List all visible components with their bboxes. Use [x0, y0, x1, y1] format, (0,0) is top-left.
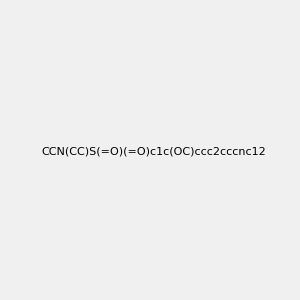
Text: CCN(CC)S(=O)(=O)c1c(OC)ccc2cccnc12: CCN(CC)S(=O)(=O)c1c(OC)ccc2cccnc12: [41, 146, 266, 157]
